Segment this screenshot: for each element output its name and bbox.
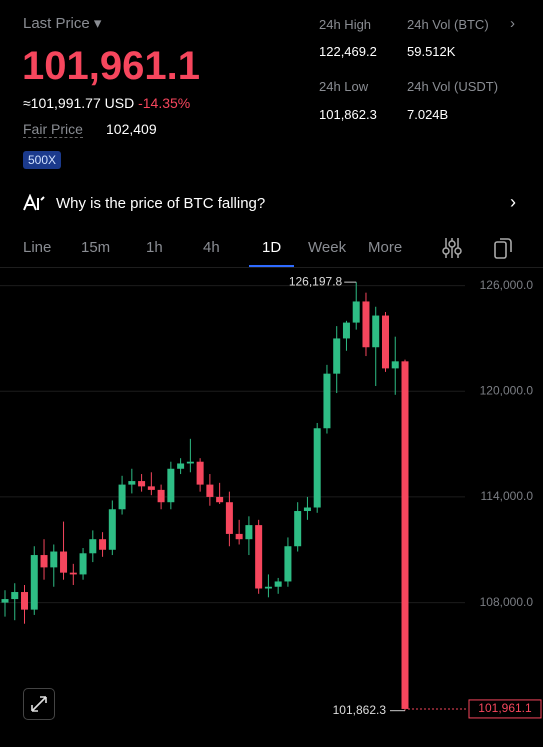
candle-body bbox=[274, 581, 282, 587]
candle-body bbox=[11, 592, 19, 600]
expand-icon bbox=[31, 696, 47, 712]
expand-button[interactable] bbox=[23, 688, 55, 720]
candle-body bbox=[118, 484, 126, 510]
banner[interactable]: Why is the price of BTC falling? › bbox=[0, 184, 543, 222]
candle-body bbox=[128, 481, 136, 485]
candle-body bbox=[50, 551, 58, 568]
ai-icon bbox=[23, 194, 45, 211]
candle-body bbox=[401, 361, 409, 709]
fair-value: 102,409 bbox=[106, 121, 157, 137]
candle-body bbox=[245, 525, 253, 540]
candle-body bbox=[157, 489, 165, 503]
candle-body bbox=[69, 572, 77, 575]
candle-body bbox=[303, 507, 311, 512]
candle-body bbox=[323, 373, 331, 429]
candle-body bbox=[381, 315, 389, 369]
leverage[interactable]: 500X bbox=[23, 151, 62, 169]
candle-body bbox=[372, 315, 380, 348]
candle-body bbox=[391, 361, 399, 369]
candle-body bbox=[235, 533, 243, 540]
candle-body bbox=[108, 509, 116, 550]
y-tick-label: 114,000.0 bbox=[481, 489, 534, 503]
chevron[interactable]: › bbox=[510, 15, 515, 32]
candle-body bbox=[147, 486, 155, 490]
candle-body bbox=[264, 586, 272, 589]
candle-body bbox=[99, 539, 107, 550]
last-price-label: 101,961.1 bbox=[478, 701, 532, 715]
stat-value: 59.512K bbox=[407, 44, 456, 59]
price: 101,961.1 bbox=[22, 44, 200, 88]
y-tick-label: 126,000.0 bbox=[480, 278, 534, 292]
tab[interactable]: 4h bbox=[203, 239, 220, 256]
candle-body bbox=[30, 555, 38, 610]
banner-text: Why is the price of BTC falling? bbox=[56, 195, 266, 212]
fair-label: Fair Price bbox=[23, 121, 83, 138]
candle-body bbox=[167, 468, 175, 503]
last-price-label[interactable]: Last Price ▾ bbox=[23, 15, 102, 32]
divider bbox=[0, 267, 543, 268]
rotate-icon[interactable] bbox=[492, 236, 514, 260]
candle-body bbox=[342, 322, 350, 339]
candle-body bbox=[362, 301, 370, 348]
candle-body bbox=[216, 496, 224, 503]
y-tick-label: 108,000.0 bbox=[480, 595, 534, 609]
candle-body bbox=[196, 461, 204, 485]
usd: ≈101,991.77 USD bbox=[23, 95, 135, 111]
candle-body bbox=[313, 428, 321, 508]
high-label: 126,197.8 bbox=[289, 274, 343, 288]
candle-body bbox=[333, 338, 341, 374]
stat-value: 122,469.2 bbox=[319, 44, 377, 59]
usd-line: ≈101,991.77 USD -14.35% bbox=[23, 95, 190, 111]
low-label: 101,862.3 bbox=[333, 703, 387, 717]
candle-body bbox=[177, 463, 185, 469]
chevron: › bbox=[510, 192, 516, 212]
y-tick-label: 120,000.0 bbox=[480, 383, 534, 397]
last-price-tag bbox=[468, 699, 542, 719]
candle-body bbox=[255, 525, 263, 589]
candle-body bbox=[225, 502, 233, 534]
indicator-icon[interactable] bbox=[441, 236, 463, 260]
stat-label: 24h Low bbox=[319, 79, 369, 94]
candle-body bbox=[206, 484, 214, 497]
candle-body bbox=[284, 546, 292, 582]
candle-body bbox=[294, 511, 302, 547]
candle-body bbox=[1, 599, 9, 603]
change: -14.35% bbox=[138, 95, 191, 111]
candle-body bbox=[21, 592, 29, 610]
tab[interactable]: 1D bbox=[262, 239, 282, 256]
stat-label: 24h Vol (BTC) bbox=[407, 17, 489, 32]
candle-body bbox=[60, 551, 68, 573]
tab[interactable]: 15m bbox=[81, 239, 111, 256]
stat-label: 24h High bbox=[319, 17, 372, 32]
tab-underline bbox=[249, 265, 294, 268]
stat-value: 7.024B bbox=[407, 107, 449, 122]
candle-body bbox=[40, 555, 48, 568]
stat-label: 24h Vol (USDT) bbox=[407, 79, 499, 94]
tab[interactable]: Week bbox=[308, 239, 347, 256]
label: Last Price bbox=[23, 15, 90, 32]
candle-body bbox=[79, 553, 87, 575]
stat-value: 101,862.3 bbox=[319, 107, 377, 122]
candle-body bbox=[138, 481, 146, 487]
tab[interactable]: More bbox=[368, 239, 403, 256]
tab[interactable]: Line bbox=[23, 239, 52, 256]
tab[interactable]: 1h bbox=[146, 239, 163, 256]
candle-body bbox=[186, 461, 194, 464]
candle-body bbox=[89, 539, 97, 554]
candle-body bbox=[352, 301, 360, 323]
